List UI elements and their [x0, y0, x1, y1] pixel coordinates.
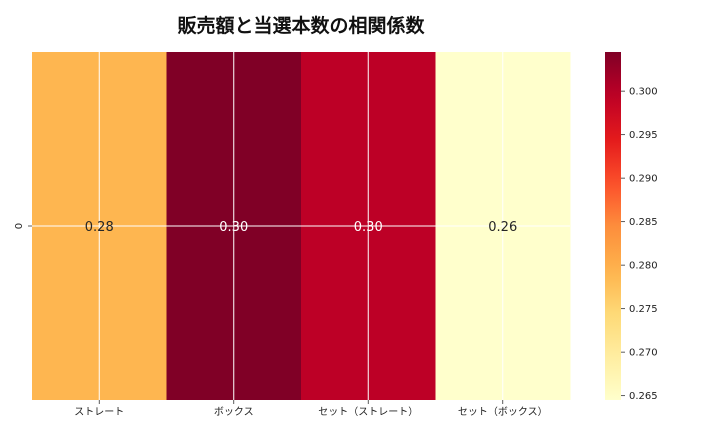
colorbar: 0.265 0.270 0.275 0.280 0.285 0.290 0.295 0.300 — [605, 52, 658, 402]
x-tick-label: セット（ストレート） — [318, 406, 418, 418]
colorbar-tick-label: 0.300 — [629, 87, 658, 98]
colorbar-tick-label: 0.280 — [629, 261, 658, 272]
colorbar-tick-label: 0.285 — [629, 217, 658, 228]
colorbar-tick-label: 0.275 — [629, 304, 658, 315]
x-axis: ストレート ボックス セット（ストレート） セット（ボックス） — [74, 400, 548, 418]
cell-value-label: 0.26 — [488, 220, 517, 235]
colorbar-gradient — [605, 52, 621, 400]
cell-value-label: 0.30 — [219, 220, 248, 235]
gridlines — [32, 52, 570, 400]
chart-title: 販売額と当選本数の相関係数 — [177, 14, 425, 37]
x-tick-label: ボックス — [214, 406, 254, 418]
y-tick-label: 0 — [14, 223, 25, 229]
y-axis: 0 — [14, 223, 32, 229]
cell-value-label: 0.30 — [354, 220, 383, 235]
cell-value-label: 0.28 — [85, 220, 114, 235]
colorbar-tick-label: 0.270 — [629, 348, 658, 359]
colorbar-tick-label: 0.265 — [629, 391, 658, 402]
cell-labels: 0.28 0.30 0.30 0.26 — [85, 220, 517, 235]
colorbar-tick-label: 0.290 — [629, 174, 658, 185]
colorbar-tick-label: 0.295 — [629, 130, 658, 141]
x-tick-label: セット（ボックス） — [458, 406, 548, 418]
x-tick-label: ストレート — [74, 407, 124, 418]
